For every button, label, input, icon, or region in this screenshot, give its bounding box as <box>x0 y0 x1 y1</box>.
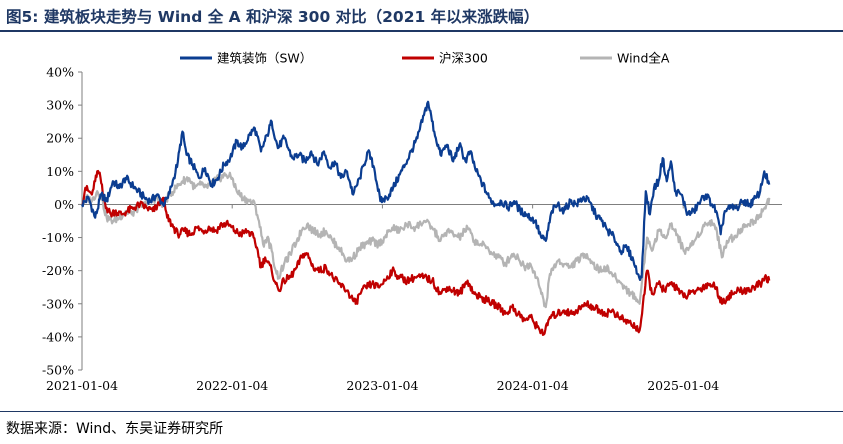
series-line-3 <box>81 171 771 309</box>
source-rule <box>0 411 843 412</box>
y-axis: 40% 30% 20% 10% 0% -10% -20% -30% -40% -50% <box>42 65 83 378</box>
x-tick-label: 2022-01-04 <box>196 378 268 393</box>
x-axis: 2021-01-04 2022-01-04 2023-01-04 2024-01-04… <box>46 203 782 393</box>
series-line-1 <box>81 100 771 282</box>
legend: 建筑装饰（SW） 沪深300 Wind全A <box>180 51 670 66</box>
x-tick-label: 2023-01-04 <box>346 378 418 393</box>
y-tick-label: -50% <box>42 363 74 378</box>
y-tick-label: 30% <box>46 98 74 113</box>
series-layer <box>81 100 771 336</box>
y-tick-label: 0% <box>54 197 74 212</box>
legend-label: 建筑装饰（SW） <box>217 51 312 66</box>
x-tick-label: 2025-01-04 <box>647 378 719 393</box>
y-tick-label: -40% <box>42 329 74 344</box>
legend-label: Wind全A <box>617 51 670 66</box>
y-tick-label: -30% <box>42 296 74 311</box>
figure-title: 图5: 建筑板块走势与 Wind 全 A 和沪深 300 对比（2021 年以来… <box>6 8 540 26</box>
source-note: 数据来源：Wind、东吴证券研究所 <box>6 421 224 437</box>
x-tick-label: 2021-01-04 <box>46 378 118 393</box>
y-tick-label: 20% <box>46 131 74 146</box>
y-tick-label: -20% <box>42 263 74 278</box>
x-tick-label: 2024-01-04 <box>497 378 569 393</box>
y-tick-label: 40% <box>46 65 74 80</box>
series-line-2 <box>81 169 771 336</box>
y-tick-label: -10% <box>42 230 74 245</box>
y-tick-label: 10% <box>46 164 74 179</box>
legend-label: 沪深300 <box>439 51 488 66</box>
title-rule <box>0 30 843 32</box>
